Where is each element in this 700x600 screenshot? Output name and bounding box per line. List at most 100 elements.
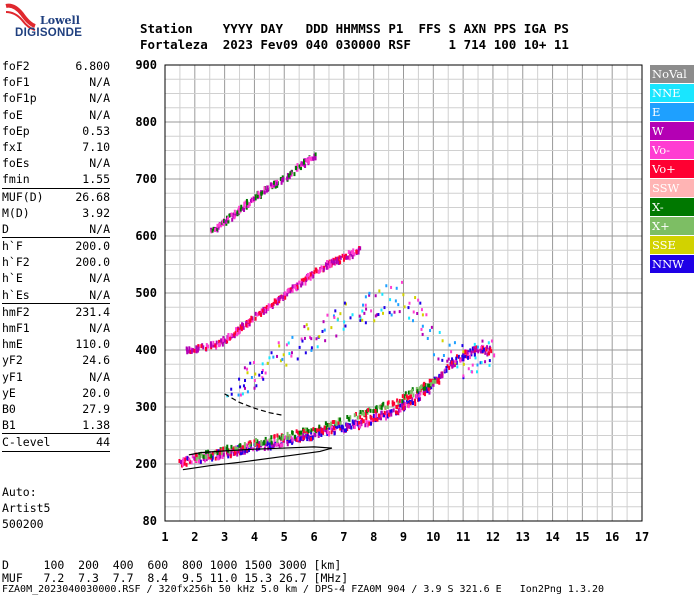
echo-point xyxy=(279,443,282,448)
echo-point xyxy=(389,409,392,414)
echo-point xyxy=(344,302,347,306)
echo-point xyxy=(430,382,433,387)
echo-point xyxy=(315,428,318,433)
echo-point xyxy=(397,303,400,307)
echo-point xyxy=(329,260,332,265)
echo-point xyxy=(219,448,222,453)
echo-point xyxy=(222,452,225,457)
param-row: hmF2 231.4 xyxy=(2,304,110,320)
x-tick-label: 15 xyxy=(575,530,589,544)
echo-point xyxy=(395,286,398,290)
echo-point xyxy=(221,342,224,347)
echo-point xyxy=(321,329,324,333)
echo-point xyxy=(250,315,253,320)
echo-point xyxy=(436,379,439,384)
echo-point xyxy=(405,394,408,399)
echo-point xyxy=(304,276,307,281)
echo-point xyxy=(385,416,388,421)
echo-point xyxy=(261,371,264,375)
echo-point xyxy=(351,313,354,317)
echo-point xyxy=(232,451,235,456)
echo-point xyxy=(349,316,352,320)
param-name: B1 xyxy=(2,418,16,433)
echo-point xyxy=(195,349,198,354)
echo-point xyxy=(291,286,294,291)
echo-point xyxy=(181,462,184,467)
echo-point xyxy=(276,439,279,444)
echo-point xyxy=(345,255,348,260)
echo-point xyxy=(425,386,428,391)
echo-point xyxy=(276,301,279,306)
echo-point xyxy=(370,309,373,313)
echo-point xyxy=(456,365,459,369)
echo-point xyxy=(325,263,328,268)
echo-point xyxy=(404,402,407,407)
echo-point xyxy=(359,246,362,251)
echo-point xyxy=(227,451,230,456)
echo-point xyxy=(227,219,230,224)
param-row: fxI 7.10 xyxy=(2,139,110,155)
echo-point xyxy=(454,360,457,364)
echo-point xyxy=(236,449,239,454)
echo-point xyxy=(409,401,412,406)
echo-point xyxy=(279,295,282,300)
echo-point xyxy=(225,221,228,226)
echo-point xyxy=(466,349,469,354)
echo-point xyxy=(186,350,189,355)
echo-point xyxy=(267,306,270,311)
echo-point xyxy=(323,425,326,430)
echo-point xyxy=(442,354,445,358)
echo-point xyxy=(202,457,205,462)
echo-point xyxy=(327,430,330,435)
echo-point xyxy=(381,292,384,296)
echo-point xyxy=(406,396,409,401)
echo-point xyxy=(230,212,233,217)
param-name: B0 xyxy=(2,401,16,416)
echo-point xyxy=(400,280,403,284)
echo-point xyxy=(455,360,458,365)
echo-point xyxy=(398,310,401,314)
echo-point xyxy=(388,311,391,315)
echo-point xyxy=(334,424,337,429)
echo-point xyxy=(368,407,371,412)
echo-point xyxy=(265,188,268,193)
echo-point xyxy=(486,352,489,357)
echo-point xyxy=(295,437,298,442)
echo-point xyxy=(471,370,474,374)
echo-point xyxy=(258,441,261,446)
echo-point xyxy=(265,309,268,314)
echo-point xyxy=(308,155,311,160)
param-value: N/A xyxy=(89,91,110,106)
echo-point xyxy=(468,355,471,360)
echo-point xyxy=(248,319,251,324)
echo-point xyxy=(427,383,430,388)
echo-point xyxy=(307,327,310,331)
echo-point xyxy=(312,427,315,432)
echo-point xyxy=(241,450,244,455)
echo-point xyxy=(390,412,393,417)
echo-point xyxy=(281,178,284,183)
echo-point xyxy=(362,419,365,424)
echo-point xyxy=(297,430,300,435)
echo-point xyxy=(445,365,448,370)
echo-point xyxy=(212,343,215,348)
echo-point xyxy=(375,405,378,410)
param-name: hmF1 xyxy=(2,321,30,335)
echo-point xyxy=(251,198,254,203)
echo-point xyxy=(302,278,305,283)
echo-point xyxy=(185,462,188,467)
echo-point xyxy=(320,428,323,433)
echo-point xyxy=(484,360,487,364)
echo-point xyxy=(270,440,273,445)
echo-point xyxy=(326,263,329,268)
echo-point xyxy=(318,334,321,338)
y-tick-label: 800 xyxy=(135,115,157,129)
echo-point xyxy=(277,341,280,345)
echo-point xyxy=(227,216,230,221)
echo-point xyxy=(350,250,353,255)
echo-point xyxy=(214,228,217,233)
echo-point xyxy=(358,424,361,429)
echo-point xyxy=(417,298,420,302)
footer-row1: D 100 200 400 600 800 1000 1500 3000 [km… xyxy=(2,558,342,572)
echo-point xyxy=(236,452,239,457)
